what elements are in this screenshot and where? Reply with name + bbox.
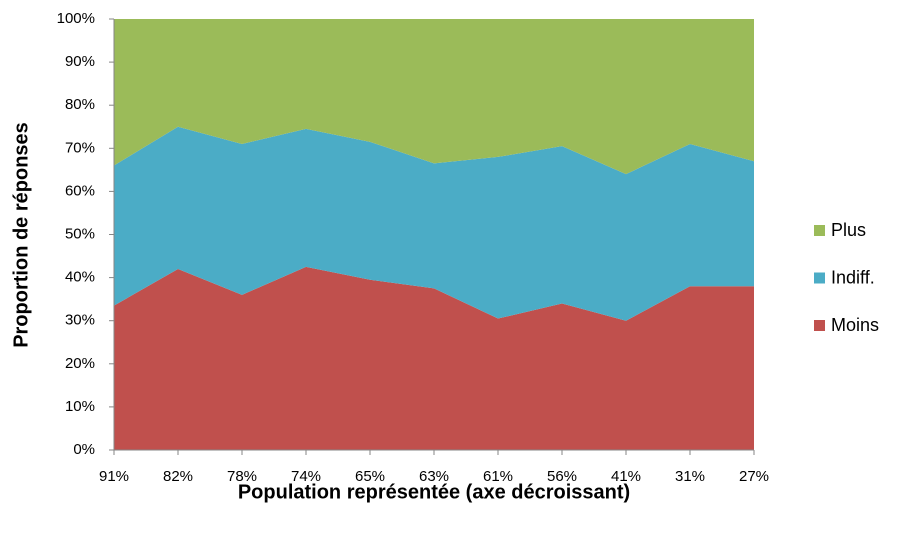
y-tick-label: 70% xyxy=(65,139,95,156)
y-axis-label: Proportion de réponses xyxy=(10,122,32,348)
y-tick-label: 80% xyxy=(65,96,95,113)
y-tick-label: 100% xyxy=(57,10,95,27)
y-tick-label: 50% xyxy=(65,225,95,242)
x-tick-label: 82% xyxy=(163,468,193,485)
x-tick-label: 78% xyxy=(227,468,257,485)
x-tick-label: 61% xyxy=(483,468,513,485)
y-tick-label: 90% xyxy=(65,53,95,70)
legend-swatch xyxy=(814,225,825,236)
x-tick-label: 74% xyxy=(291,468,321,485)
legend-label: Indiff. xyxy=(831,267,875,287)
x-tick-label: 41% xyxy=(611,468,641,485)
legend-swatch xyxy=(814,320,825,331)
x-tick-label: 56% xyxy=(547,468,577,485)
y-tick-label: 40% xyxy=(65,269,95,286)
area xyxy=(114,19,754,175)
x-tick-label: 31% xyxy=(675,468,705,485)
x-tick-label: 65% xyxy=(355,468,385,485)
legend-label: Moins xyxy=(831,315,879,335)
x-tick-label: 27% xyxy=(739,468,769,485)
x-tick-label: 63% xyxy=(419,468,449,485)
y-tick-label: 0% xyxy=(73,441,95,458)
x-axis-label: Population représentée (axe décroissant) xyxy=(238,481,630,503)
legend-swatch xyxy=(814,272,825,284)
y-tick-label: 60% xyxy=(65,182,95,199)
legend-label: Plus xyxy=(831,220,866,240)
x-tick-label: 91% xyxy=(99,468,129,485)
y-tick-label: 10% xyxy=(65,398,95,415)
y-tick-label: 20% xyxy=(65,355,95,372)
area xyxy=(114,126,754,321)
area xyxy=(114,266,754,450)
y-tick-label: 30% xyxy=(65,312,95,329)
